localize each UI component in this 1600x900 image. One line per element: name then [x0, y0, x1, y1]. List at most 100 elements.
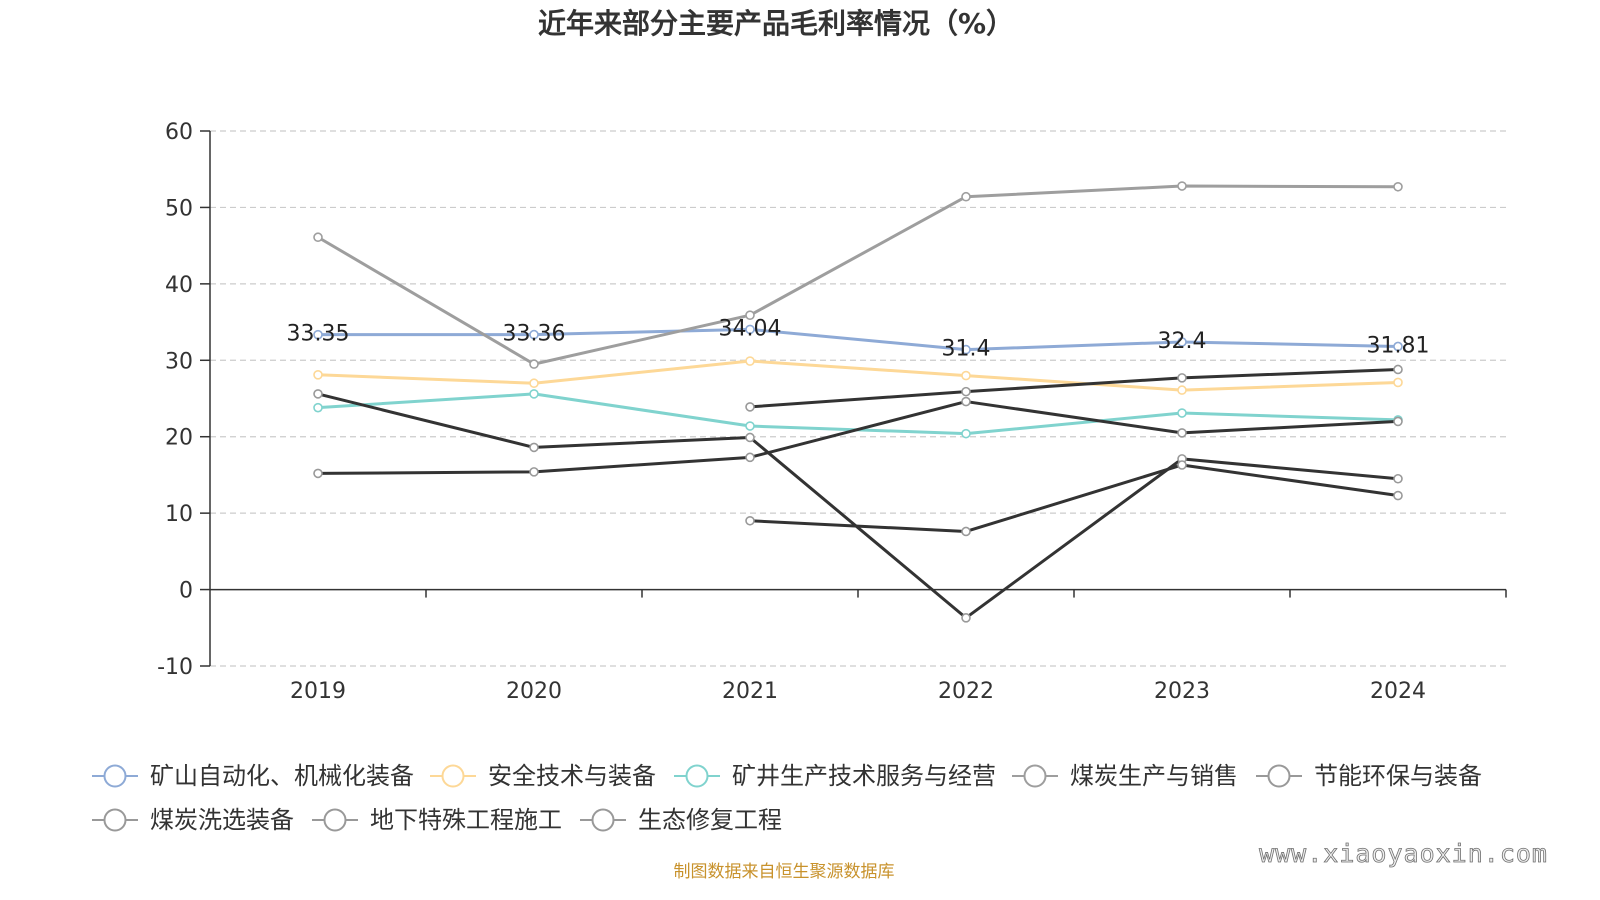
legend-label: 煤炭生产与销售 [1070, 762, 1238, 790]
x-tick-label: 2021 [722, 679, 778, 704]
data-point [745, 421, 755, 431]
data-point [745, 452, 755, 463]
series-group [313, 356, 1403, 395]
legend-item[interactable]: 煤炭生产与销售 [1012, 762, 1238, 790]
data-point [1393, 377, 1403, 388]
data-point [1177, 428, 1187, 438]
x-tick-label: 2019 [290, 679, 346, 704]
data-point [529, 467, 539, 477]
series-line [749, 463, 1399, 533]
data-point [313, 389, 323, 399]
plot-area: 33.35 33.36 34.04 31.4 32.4 31.81 [287, 181, 1430, 623]
series-group [313, 389, 1403, 623]
legend: 矿山自动化、机械化装备 安全技术与装备 矿井生产技术服务与经营 煤炭生产与销售 节能环保… [92, 762, 1482, 834]
legend-label: 矿山自动化、机械化装备 [150, 762, 414, 790]
data-point [961, 613, 971, 623]
data-point [745, 515, 755, 526]
y-tick-label: 20 [165, 426, 193, 451]
series-line [317, 392, 1399, 620]
data-label: 31.81 [1367, 333, 1430, 358]
legend-item[interactable]: 地下特殊工程施工 [312, 806, 562, 834]
data-point [529, 378, 539, 389]
data-point [529, 389, 539, 399]
y-tick-label: 60 [165, 120, 193, 145]
source-footer: 制图数据来自恒生聚源数据库 [674, 862, 895, 882]
data-label: 32.4 [1158, 329, 1207, 354]
x-tick-label: 2024 [1370, 679, 1426, 704]
data-point [1177, 460, 1187, 470]
x-tick-label: 2022 [938, 679, 994, 704]
data-point [313, 468, 323, 479]
x-tick-label: 2023 [1154, 679, 1210, 704]
data-point [961, 396, 971, 407]
legend-item[interactable]: 节能环保与装备 [1256, 762, 1482, 790]
data-point [745, 310, 755, 320]
legend-icon [92, 764, 138, 788]
data-point [1393, 473, 1403, 484]
y-tick-label: 10 [165, 502, 193, 527]
data-label: 33.36 [503, 322, 566, 347]
data-point [745, 324, 755, 335]
x-axis: 2019 2020 2021 2022 2023 2024 [210, 588, 1507, 704]
legend-icon [1256, 764, 1302, 788]
series-line [749, 367, 1399, 409]
chart-title: 近年来部分主要产品毛利率情况（%） [538, 7, 1014, 40]
y-tick-label: -10 [157, 655, 193, 680]
series-group [745, 364, 1403, 412]
data-point [961, 191, 971, 202]
data-label: 33.35 [287, 322, 350, 347]
y-axis: -10 0 10 20 30 40 50 60 [157, 120, 211, 680]
legend-item[interactable]: 矿山自动化、机械化装备 [92, 762, 414, 790]
data-point [313, 232, 323, 243]
data-point [1393, 181, 1403, 192]
series-group [745, 460, 1403, 537]
y-tick-label: 0 [179, 579, 193, 604]
y-tick-label: 50 [165, 196, 193, 221]
y-tick-label: 40 [165, 273, 193, 298]
legend-icon [580, 808, 626, 832]
data-point [745, 432, 755, 443]
legend-item[interactable]: 矿井生产技术服务与经营 [674, 762, 996, 790]
data-label: 34.04 [719, 316, 782, 341]
data-point [1393, 490, 1403, 501]
series-line [317, 400, 1399, 475]
legend-item[interactable]: 煤炭洗选装备 [92, 806, 294, 834]
y-tick-label: 30 [165, 349, 193, 374]
data-point [313, 329, 323, 340]
data-point [1177, 337, 1187, 347]
legend-label: 煤炭洗选装备 [150, 806, 294, 834]
data-point [1177, 181, 1187, 191]
data-label: 31.4 [942, 337, 991, 362]
data-point [1177, 385, 1187, 395]
data-point [961, 344, 971, 355]
legend-icon [1012, 764, 1058, 788]
x-tick-label: 2020 [506, 679, 562, 704]
watermark: www.xiaoyaoxin.com [1259, 839, 1548, 868]
data-point [313, 370, 323, 380]
series-line [317, 327, 1399, 352]
data-point [745, 402, 755, 412]
data-point [1393, 341, 1403, 352]
series-group [313, 396, 1403, 479]
data-point [1393, 364, 1403, 375]
data-point [961, 386, 971, 397]
legend-item[interactable]: 生态修复工程 [580, 806, 782, 834]
data-point [1177, 408, 1187, 418]
data-point [529, 329, 539, 340]
gridlines [210, 130, 1506, 667]
legend-icon [92, 808, 138, 832]
series-group [313, 181, 1403, 369]
data-point [1177, 373, 1187, 383]
data-point [529, 442, 539, 453]
series-line [317, 359, 1399, 392]
data-point [961, 526, 971, 537]
legend-label: 地下特殊工程施工 [370, 806, 562, 834]
data-point [745, 356, 755, 366]
data-point [313, 402, 323, 413]
series-line [317, 184, 1399, 366]
legend-item[interactable]: 安全技术与装备 [430, 762, 656, 790]
data-point [961, 370, 971, 381]
data-point [529, 359, 539, 369]
legend-icon [430, 764, 476, 788]
